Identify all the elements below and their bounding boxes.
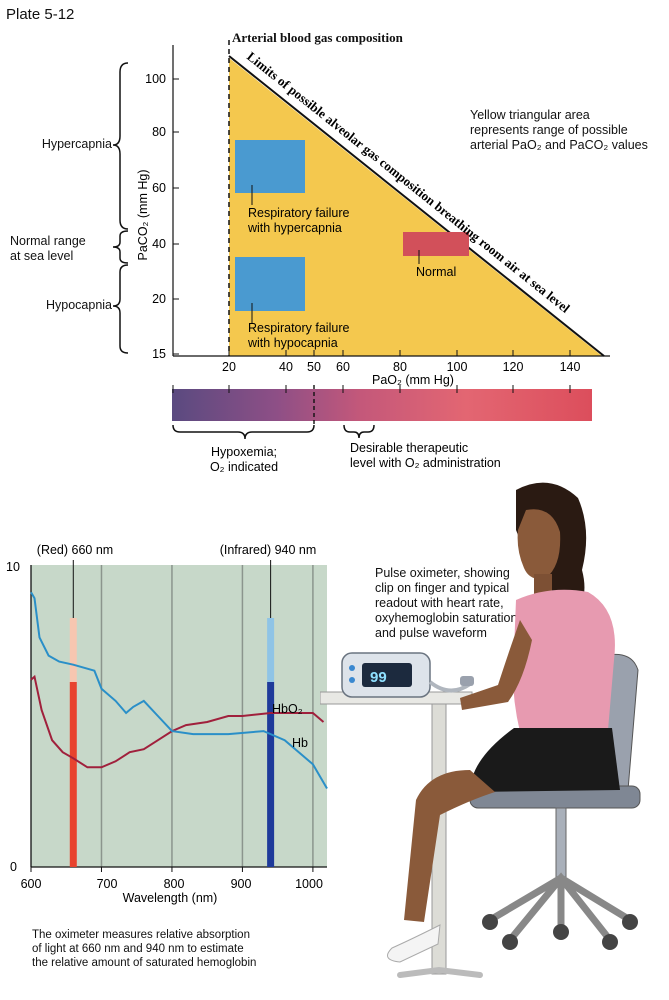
x-tick-100: 100	[447, 360, 468, 374]
blood-gas-chart: 100 80 60 40 20 15 PaCO₂ (mm Hg) 20 40 5…	[112, 40, 610, 474]
spectrum-caption: The oximeter measures relative absorptio…	[32, 928, 332, 970]
brace-therapeutic	[343, 424, 375, 439]
y-tick-100: 100	[145, 72, 166, 86]
patient-figure-icon	[387, 482, 620, 963]
normal-range-line1: Normal range	[10, 234, 86, 248]
pulse-oximeter-icon: 99	[341, 652, 474, 698]
patient-illustration: 99	[320, 482, 641, 978]
y-tick-80: 80	[152, 125, 166, 139]
hypoxemia-label-line1: Hypoxemia;	[211, 445, 277, 459]
table-icon	[320, 691, 483, 978]
marker-bar-0	[69, 682, 77, 867]
possible-range-triangle	[229, 58, 602, 356]
series-line-0	[30, 674, 325, 769]
region-hypercapnia	[235, 140, 305, 193]
marker-bar-light-1	[267, 618, 275, 682]
brace-hypocapnia	[112, 264, 129, 354]
spec-x-tick-1000: 1000	[295, 877, 323, 891]
x-tick-80: 80	[393, 360, 407, 374]
label-normal: Normal	[416, 265, 456, 279]
spec-x-tick-600: 600	[21, 877, 42, 891]
label-hypercapnia-range: Hypercapnia	[41, 137, 112, 151]
spec-x-label: Wavelength (nm)	[123, 891, 218, 905]
oximeter-caption-line4: oxyhemoglobin saturation,	[375, 611, 521, 625]
normal-range-line2: at sea level	[10, 249, 74, 263]
spec-x-tick-900: 900	[231, 877, 252, 891]
label-hypercapnia-line1: Respiratory failure	[248, 206, 349, 220]
marker-bar-1	[267, 682, 275, 867]
y-tick-15: 15	[152, 347, 166, 361]
oximeter-caption-line3: readout with heart rate,	[375, 596, 504, 610]
spectrum-plot-area	[31, 565, 327, 867]
limit-line	[228, 55, 605, 357]
x-tick-120: 120	[503, 360, 524, 374]
label-hypocapnia-line1: Respiratory failure	[248, 321, 349, 335]
spectrum-caption-line2: of light at 660 nm and 940 nm to estimat…	[32, 943, 244, 955]
spectrum-caption-line3: the relative amount of saturated hemoglo…	[32, 957, 257, 969]
saturation-gradient-bar	[172, 389, 592, 421]
y-tick-20: 20	[152, 292, 166, 306]
spec-y-tick-0: 0	[10, 860, 17, 874]
oximeter-caption-line2: clip on finger and typical	[375, 581, 510, 595]
oximeter-caption-line5: and pulse waveform	[375, 626, 487, 640]
x-tick-60: 60	[336, 360, 350, 374]
label-hypocapnia-line2: with hypocapnia	[247, 336, 338, 350]
spec-y-tick-10: 10	[6, 560, 20, 574]
marker-label-red: (Red) 660 nm	[37, 543, 113, 557]
marker-label-infrared: (Infrared) 940 nm	[220, 543, 317, 557]
oximeter-caption: Pulse oximeter, showing clip on finger a…	[375, 566, 555, 641]
therapeutic-label-line2: level with O₂ administration	[350, 456, 501, 470]
brace-hypoxemia	[172, 424, 315, 440]
label-hypercapnia-line2: with hypercapnia	[247, 221, 342, 235]
brace-normal	[112, 230, 129, 264]
region-normal	[403, 232, 469, 256]
y-tick-40: 40	[152, 237, 166, 251]
therapeutic-label-line1: Desirable therapeutic	[350, 441, 468, 455]
note-line2: represents range of possible	[470, 123, 628, 137]
x-tick-50: 50	[307, 360, 321, 374]
region-hypocapnia	[235, 257, 305, 311]
hypoxemia-label-line2: O₂ indicated	[210, 460, 278, 474]
plate-number: Plate 5-12	[6, 6, 75, 23]
label-normal-range: Normal range at sea level	[10, 234, 106, 264]
label-hypocapnia-range: Hypocapnia	[45, 298, 112, 312]
absorption-spectrum-chart: 10 0 600 700 800 900 1000 Wavelength (nm…	[6, 543, 328, 905]
oximeter-readout: 99	[370, 669, 387, 686]
triangle-note: Yellow triangular area represents range …	[470, 108, 665, 153]
spec-x-tick-700: 700	[97, 877, 118, 891]
series-line-1	[30, 591, 328, 790]
note-line1: Yellow triangular area	[470, 108, 590, 122]
x-axis-label: PaO₂ (mm Hg)	[372, 373, 454, 387]
x-tick-40: 40	[279, 360, 293, 374]
y-tick-60: 60	[152, 181, 166, 195]
note-line3: arterial PaO₂ and PaCO₂ values	[470, 138, 648, 152]
chart-title: Arterial blood gas composition	[232, 30, 403, 45]
spec-x-tick-800: 800	[164, 877, 185, 891]
oximeter-caption-line1: Pulse oximeter, showing	[375, 566, 510, 580]
series-label-hbo2: HbO₂	[272, 702, 303, 716]
brace-hypercapnia	[112, 62, 129, 230]
marker-bar-light-0	[69, 618, 77, 682]
x-tick-20: 20	[222, 360, 236, 374]
y-axis-label: PaCO₂ (mm Hg)	[136, 170, 150, 261]
series-label-hb: Hb	[292, 736, 308, 750]
spectrum-caption-line1: The oximeter measures relative absorptio…	[32, 929, 250, 941]
x-tick-140: 140	[560, 360, 581, 374]
